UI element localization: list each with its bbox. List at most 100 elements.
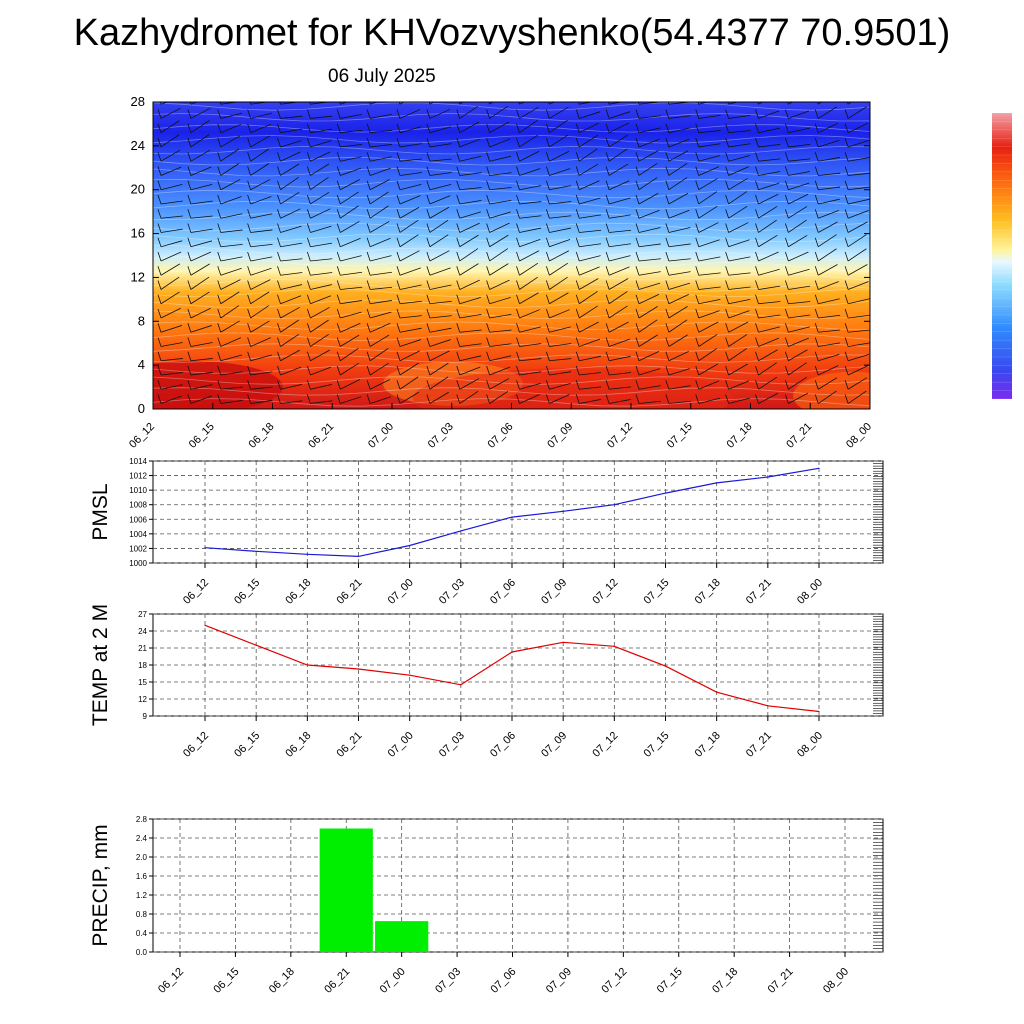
wind-barb-flag — [635, 251, 640, 262]
wind-barb-flag — [368, 102, 371, 105]
wind-barb — [310, 191, 330, 205]
wind-barb — [818, 157, 840, 162]
x-tick-label: 06_18 — [247, 421, 277, 451]
wind-barb — [728, 321, 749, 333]
wind-barb — [399, 391, 420, 404]
wind-barb-flag — [157, 251, 162, 262]
y-tick-label: 0.4 — [136, 929, 148, 938]
wind-barb — [310, 225, 332, 233]
wind-barb — [399, 234, 419, 248]
wind-barb — [250, 354, 272, 362]
wind-barb — [668, 227, 691, 233]
wind-barb-flag — [456, 194, 461, 205]
wind-barb-flag — [396, 223, 401, 233]
wind-barb-flag — [665, 180, 670, 190]
data-point — [767, 476, 769, 478]
wind-barb — [459, 355, 482, 362]
wind-barb — [489, 234, 509, 248]
wind-barb-flag — [695, 280, 700, 290]
data-point — [562, 510, 564, 512]
wind-barb-flag — [306, 137, 311, 148]
wind-barb — [818, 172, 841, 176]
wind-barb-flag — [635, 152, 640, 162]
wind-barb — [399, 300, 422, 305]
wind-barb — [638, 192, 659, 205]
wind-barb — [549, 292, 569, 305]
contour-line — [153, 124, 870, 133]
wind-barb — [429, 315, 452, 319]
wind-barb-flag — [396, 266, 401, 276]
contour-line — [153, 211, 870, 221]
wind-barb-flag — [456, 166, 461, 176]
wind-barb-flag — [426, 223, 431, 233]
wind-barb — [280, 366, 302, 376]
wind-barb-flag — [755, 308, 759, 319]
wind-barb — [459, 199, 482, 205]
wind-barb — [609, 399, 631, 404]
contour-line — [153, 376, 870, 385]
wind-barb-flag — [725, 180, 730, 190]
wind-barb — [609, 214, 631, 219]
wind-barb-flag — [605, 308, 610, 319]
wind-barb-flag — [516, 323, 520, 333]
wind-barb — [459, 187, 482, 191]
wind-barb — [190, 325, 212, 333]
wind-barb-flag — [366, 123, 371, 133]
wind-barb-flag — [336, 294, 341, 304]
wind-barb — [369, 322, 391, 333]
contour-line — [153, 156, 870, 166]
wind-barb-flag — [277, 152, 281, 162]
wind-barb-flag — [695, 237, 700, 247]
wind-barb-flag — [755, 180, 759, 190]
wind-barb — [638, 243, 661, 248]
wind-barb-flag — [277, 294, 281, 304]
wind-barb-flag — [277, 365, 281, 376]
chart-subtitle: 06 July 2025 — [328, 66, 436, 87]
contour-line — [153, 299, 870, 309]
wind-barb-flag — [426, 280, 431, 290]
wind-barb — [638, 306, 658, 319]
wind-barb — [459, 121, 480, 134]
wind-barb-flag — [456, 266, 461, 276]
wind-barb-flag — [426, 308, 431, 319]
wind-barb — [788, 193, 809, 205]
wind-barb — [519, 238, 541, 248]
wind-barb — [668, 150, 689, 162]
wind-barb — [160, 342, 183, 347]
wind-barb-flag — [755, 337, 759, 347]
wind-barb-flag — [187, 294, 192, 304]
wind-barb-flag — [486, 166, 491, 176]
wind-barb-flag — [426, 394, 431, 404]
wind-barb — [190, 240, 213, 248]
wind-barb — [160, 384, 183, 390]
wind-barb-flag — [635, 237, 640, 247]
data-point — [664, 665, 667, 667]
wind-barb — [668, 192, 689, 205]
wind-barb-flag — [306, 180, 311, 190]
wind-barb — [399, 109, 421, 119]
wind-barb — [758, 362, 777, 376]
wind-barb-flag — [187, 180, 192, 190]
wind-barb — [788, 127, 810, 134]
wind-barb — [638, 271, 661, 276]
wind-barb-flag — [396, 294, 401, 304]
wind-barb-flag — [814, 280, 819, 290]
wind-barb-flag — [605, 123, 610, 133]
wind-barb-flag — [755, 166, 759, 176]
wind-barb — [370, 255, 392, 262]
wind-barb — [549, 215, 572, 219]
y-tick-label: 4 — [138, 357, 145, 372]
wind-barb — [818, 342, 841, 347]
wind-barb-flag — [486, 123, 491, 133]
wind-barb — [549, 382, 571, 390]
chart-title: Kazhydromet for KHVozvyshenko(54.4377 70… — [73, 12, 951, 54]
data-point — [255, 550, 257, 552]
wind-barb-flag — [458, 102, 461, 105]
wind-barb — [788, 251, 809, 262]
x-tick-label: 07_06 — [486, 421, 516, 451]
wind-barb-flag — [157, 280, 162, 290]
wind-barb-flag — [575, 365, 580, 376]
wind-barb — [788, 285, 811, 290]
contour-line — [153, 167, 870, 177]
wind-barb-flag — [575, 351, 580, 361]
